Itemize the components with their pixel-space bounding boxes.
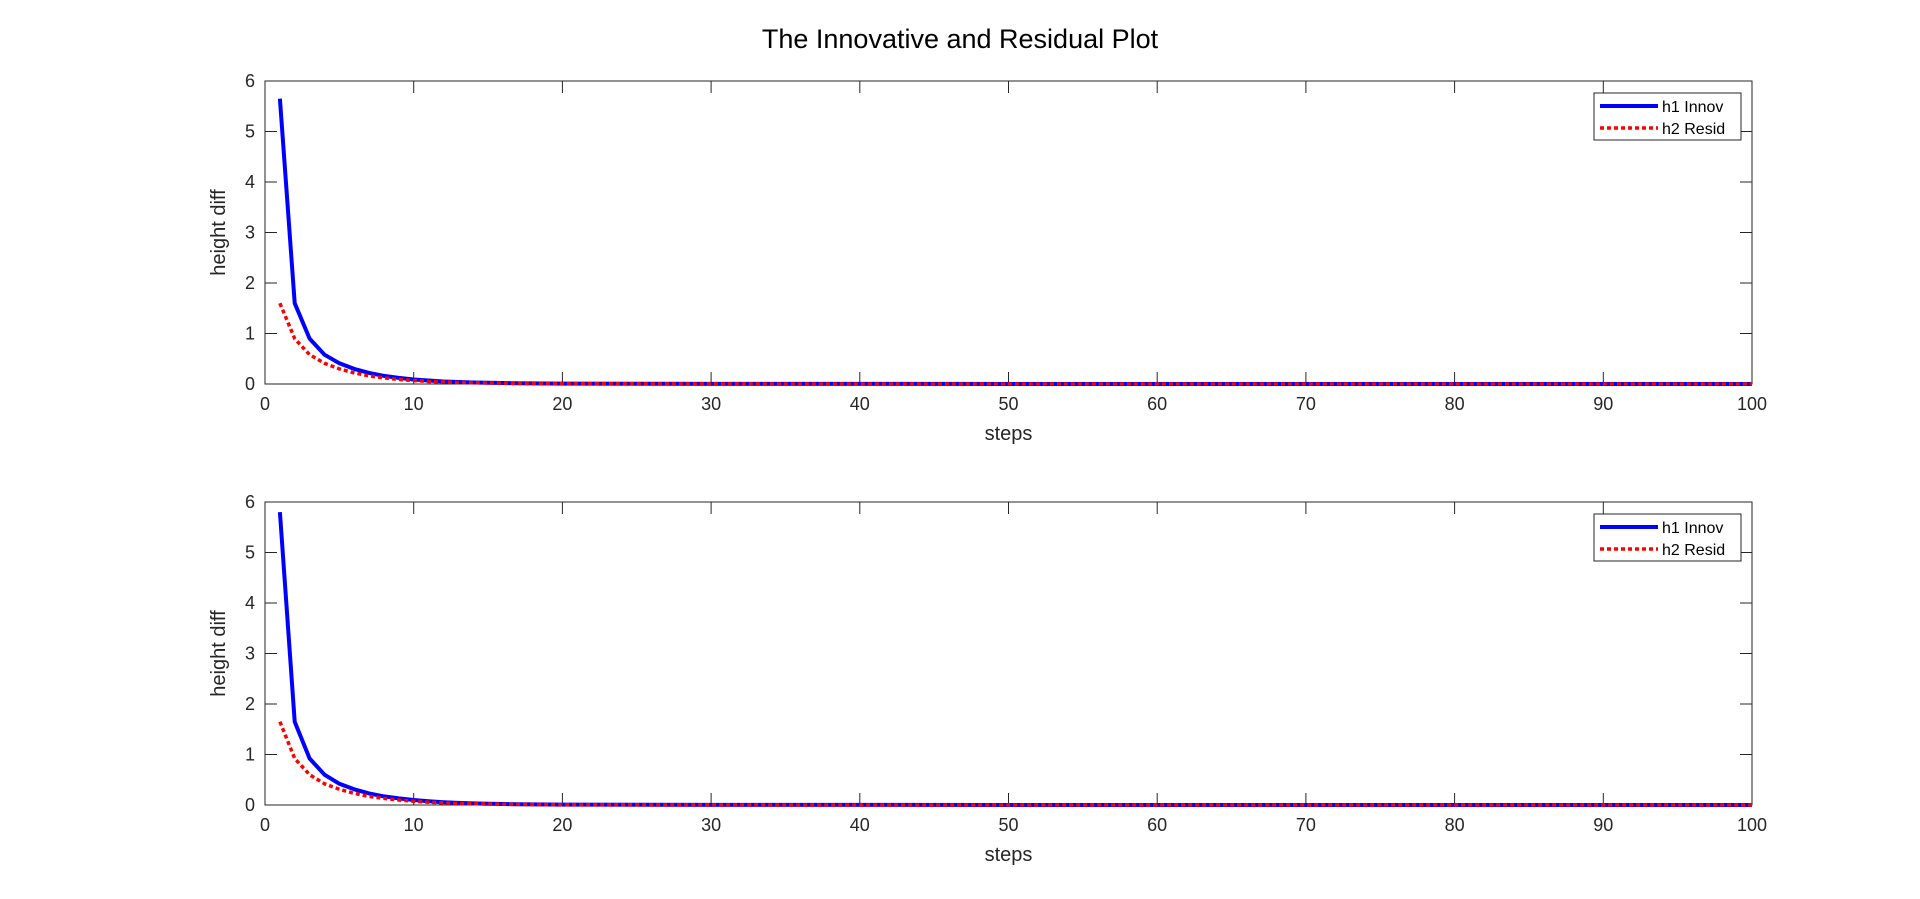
x-tick-label: 50 <box>998 394 1018 414</box>
x-tick-label: 100 <box>1737 815 1767 835</box>
x-tick-label: 70 <box>1296 815 1316 835</box>
y-tick-label: 0 <box>245 374 255 394</box>
x-tick-label: 60 <box>1147 394 1167 414</box>
y-tick-label: 0 <box>245 795 255 815</box>
x-tick-label: 30 <box>701 394 721 414</box>
series-line-2 <box>278 721 1752 807</box>
figure-title: The Innovative and Residual Plot <box>762 24 1159 54</box>
legend: h1 Innov h2 Resid <box>1593 513 1742 562</box>
x-tick-label: 30 <box>701 815 721 835</box>
x-tick-label: 10 <box>404 394 424 414</box>
y-tick-label: 1 <box>245 745 255 765</box>
y-axis-label: height diff <box>208 610 230 697</box>
y-axis-label: height diff <box>208 189 230 276</box>
y-tick-label: 6 <box>245 492 255 512</box>
legend-box <box>1593 92 1742 141</box>
y-tick-label: 1 <box>245 324 255 344</box>
x-tick-label: 0 <box>260 394 270 414</box>
legend-label: h1 Innov <box>1662 99 1723 116</box>
x-tick-label: 20 <box>552 815 572 835</box>
x-tick-label: 40 <box>850 815 870 835</box>
x-tick-label: 80 <box>1445 394 1465 414</box>
x-tick-label: 40 <box>850 394 870 414</box>
y-tick-label: 5 <box>245 543 255 563</box>
y-tick-label: 3 <box>245 644 255 664</box>
x-tick-label: 10 <box>404 815 424 835</box>
x-tick-label: 80 <box>1445 815 1465 835</box>
legend-box <box>1593 513 1742 562</box>
legend-label: h1 Innov <box>1662 520 1723 537</box>
series-line-2 <box>278 302 1752 386</box>
axes-box <box>264 501 1753 806</box>
subplot-bottom: 0 10 20 30 40 50 60 70 80 90 100 0 1 2 3 4 5 6 steps height… <box>208 492 1767 866</box>
legend: h1 Innov h2 Resid <box>1593 92 1742 141</box>
x-tick-label: 90 <box>1593 815 1613 835</box>
y-tick-label: 4 <box>245 172 255 192</box>
x-tick-label: 0 <box>260 815 270 835</box>
y-tick-label: 3 <box>245 223 255 243</box>
legend-label: h2 Resid <box>1662 542 1725 559</box>
x-tick-label: 100 <box>1737 394 1767 414</box>
x-tick-label: 50 <box>998 815 1018 835</box>
y-tick-label: 6 <box>245 71 255 91</box>
x-tick-label: 60 <box>1147 815 1167 835</box>
axes-box <box>264 80 1753 385</box>
subplot-top: 0 10 20 30 40 50 60 70 80 90 100 0 1 2 3 4 5 6 steps height… <box>208 71 1767 445</box>
x-tick-label: 90 <box>1593 394 1613 414</box>
legend-label: h2 Resid <box>1662 121 1725 138</box>
y-tick-label: 2 <box>245 273 255 293</box>
x-axis-label: steps <box>985 844 1033 866</box>
x-tick-label: 20 <box>552 394 572 414</box>
x-axis-label: steps <box>985 423 1033 445</box>
y-tick-label: 5 <box>245 122 255 142</box>
y-tick-label: 4 <box>245 593 255 613</box>
x-tick-label: 70 <box>1296 394 1316 414</box>
y-tick-label: 2 <box>245 694 255 714</box>
